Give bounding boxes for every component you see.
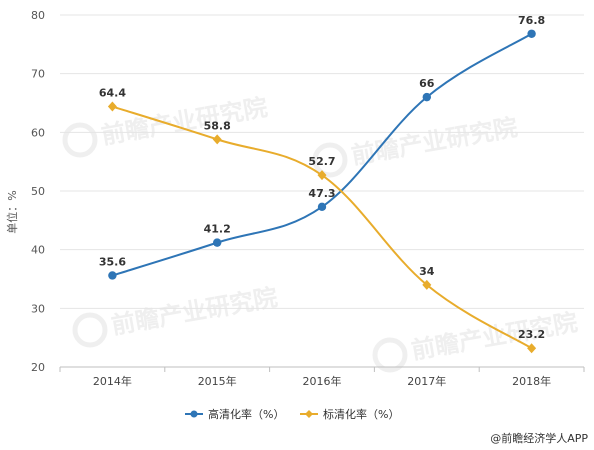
watermark-1: 前瞻产业研究院 <box>312 113 520 178</box>
data-label: 52.7 <box>308 155 335 168</box>
data-point <box>107 101 117 112</box>
data-point <box>317 202 327 212</box>
data-point <box>213 238 222 247</box>
y-tick-label: 30 <box>31 302 45 315</box>
y-tick-label: 20 <box>31 361 45 374</box>
data-label: 23.2 <box>518 328 545 341</box>
series-line <box>112 105 533 350</box>
watermark-logo-icon <box>372 337 408 373</box>
watermark-3: 前瞻产业研究院 <box>372 308 580 373</box>
data-point <box>527 29 536 38</box>
data-label: 76.8 <box>518 14 545 27</box>
grid-lines <box>60 14 584 309</box>
legend-label: 标清化率（%） <box>323 407 399 421</box>
y-tick-label: 70 <box>31 68 45 81</box>
series-0: 35.6 41.2 47.3 66 76.8 <box>99 14 545 280</box>
y-axis-label: 单位：% <box>5 190 19 233</box>
watermark-text: 前瞻产业研究院 <box>349 113 519 170</box>
y-tick-label: 50 <box>31 185 45 198</box>
data-point <box>422 279 432 290</box>
data-point <box>527 343 537 354</box>
data-label: 35.6 <box>99 255 126 268</box>
source-credit: @前瞻经济学人APP <box>490 431 588 445</box>
watermark-logo-icon <box>62 122 98 158</box>
data-point <box>422 92 431 102</box>
data-point <box>212 134 222 145</box>
watermark-logo-icon <box>72 312 108 348</box>
y-tick-label: 40 <box>31 244 45 257</box>
watermark-logo-icon <box>312 142 348 178</box>
watermark-2: 前瞻产业研究院 <box>72 283 280 348</box>
data-label: 58.8 <box>204 119 231 132</box>
series-layer: 35.6 41.2 47.3 66 76.8 64.4 58.8 52.7 34 23.2 <box>99 14 545 354</box>
x-tick-label: 2016年 <box>303 374 342 388</box>
y-axis-ticks: 20 30 40 50 60 70 80 <box>31 9 45 374</box>
watermark-text: 前瞻产业研究院 <box>109 283 279 340</box>
x-tick-label: 2015年 <box>198 374 237 388</box>
x-tick-label: 2014年 <box>93 374 132 388</box>
data-point <box>108 271 117 280</box>
x-tick-label: 2018年 <box>512 374 551 388</box>
series-1: 64.4 58.8 52.7 34 23.2 <box>99 87 545 354</box>
data-label: 34 <box>419 265 435 278</box>
watermark-text: 前瞻产业研究院 <box>99 93 269 150</box>
legend-item-1: 标清化率（%） <box>300 407 399 421</box>
data-label: 66 <box>419 77 435 90</box>
data-point <box>317 170 327 181</box>
y-tick-label: 60 <box>31 126 45 139</box>
legend-marker-icon <box>190 410 198 418</box>
y-tick-label: 80 <box>31 9 45 22</box>
legend-label: 高清化率（%） <box>208 407 284 421</box>
data-label: 64.4 <box>99 87 126 100</box>
x-tick-label: 2017年 <box>407 374 446 388</box>
legend-item-0: 高清化率（%） <box>185 407 284 421</box>
watermark-text: 前瞻产业研究院 <box>409 308 579 365</box>
data-label: 41.2 <box>204 223 231 236</box>
series-line <box>112 32 533 277</box>
data-label: 47.3 <box>308 187 335 200</box>
legend-marker-icon <box>305 410 313 418</box>
x-axis: 2014年 2015年 2016年 2017年 2018年 <box>59 366 585 388</box>
legend: 高清化率（%） 标清化率（%） <box>185 407 399 421</box>
